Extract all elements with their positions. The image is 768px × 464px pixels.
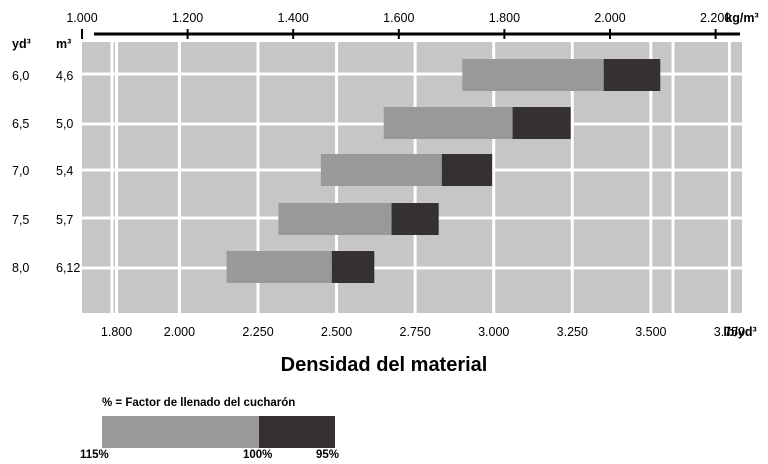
bar-segment-dark [512,107,571,139]
bottom-axis-unit: lb/yd³ [723,325,756,339]
bottom-axis-tick-label: 2.500 [321,325,352,339]
top-axis-tick-label: 1.600 [383,11,414,25]
top-axis-tick-label: 2.200 [700,11,731,25]
row-label-m3: 5,7 [56,213,73,227]
top-axis-tick-label: 1.000 [66,11,97,25]
top-axis-tick-label: 1.400 [278,11,309,25]
legend-title: % = Factor de llenado del cucharón [102,397,296,409]
row-label-yd3: 6,5 [12,117,29,131]
bar-segment-dark [441,154,493,186]
row-label-m3: 6,12 [56,261,80,275]
legend-label-115: 115% [80,449,109,461]
bottom-axis-tick-label: 2.000 [164,325,195,339]
bottom-axis-tick-label: 3.250 [557,325,588,339]
row-label-yd3: 7,0 [12,164,29,178]
bar-segment-light [383,107,513,139]
row-label-m3: 5,0 [56,117,73,131]
legend-bar [102,416,335,448]
row-header-m3: m³ [56,37,71,51]
bottom-axis-tick-label: 3.500 [635,325,666,339]
bar-segment-light [226,251,332,283]
bar-segment-light [462,59,604,91]
bottom-axis-tick-label: 3.750 [714,325,745,339]
bottom-axis-tick-label: 2.250 [242,325,273,339]
top-axis-tick-label: 2.000 [594,11,625,25]
top-axis-tick-label: 1.200 [172,11,203,25]
bottom-axis-tick-label: 3.000 [478,325,509,339]
bar-segment-dark [391,203,439,235]
row-label-m3: 5,4 [56,164,73,178]
row-label-yd3: 6,0 [12,69,29,83]
legend-segment-light [102,416,259,448]
bar-segment-light [320,154,442,186]
row-header-yd3: yd³ [12,37,31,51]
chart-title: Densidad del material [280,354,488,376]
legend-label-95: 95% [316,449,340,461]
row-label-yd3: 8,0 [12,261,29,275]
bottom-axis-tick-label: 1.800 [101,325,132,339]
row-label-m3: 4,6 [56,69,73,83]
row-label-yd3: 7,5 [12,213,29,227]
bar-segment-dark [603,59,661,91]
legend-label-100: 100% [243,449,273,461]
bar-segment-light [278,203,392,235]
bar-segment-dark [331,251,375,283]
bottom-axis-tick-label: 2.750 [400,325,431,339]
density-chart: 1.000 1.200 1.400 1.600 1.800 2.000 2.200kg/m³… [12,11,759,339]
top-axis-tick-label: 1.800 [489,11,520,25]
top-axis-unit: kg/m³ [725,11,758,25]
legend-segment-dark [259,416,335,448]
